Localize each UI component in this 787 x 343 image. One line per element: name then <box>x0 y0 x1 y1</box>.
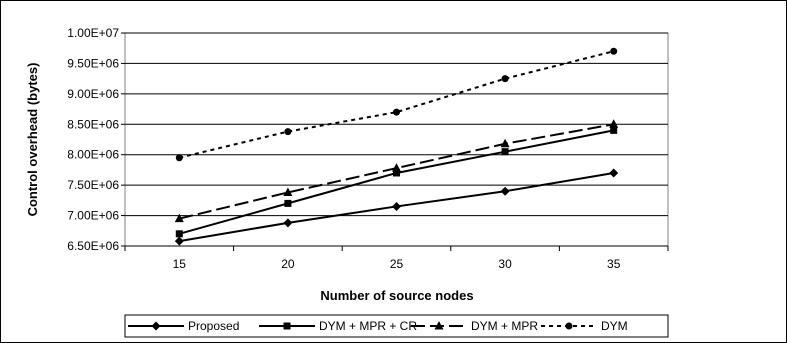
series-group <box>174 47 619 246</box>
y-axis-ticks: 6.50E+06 7.00E+06 7.50E+06 8.00E+06 8.50E+06… <box>67 26 125 253</box>
data-point <box>283 187 293 196</box>
legend-entry: DYM <box>541 319 628 333</box>
legend-marker <box>434 321 444 330</box>
series-dym-mpr-cr <box>175 126 618 238</box>
data-point <box>393 169 400 177</box>
data-point <box>610 47 618 55</box>
plot-area <box>124 32 669 247</box>
legend-label: DYM + MPR <box>471 319 538 333</box>
series-line <box>179 123 614 220</box>
legend-marker <box>283 322 291 330</box>
legend-label: Proposed <box>188 319 239 333</box>
legend-entries: Proposed DYM + MPR + CR DYM + MPR DYM <box>128 319 628 333</box>
data-point <box>174 236 184 246</box>
y-tick-label: 8.00E+06 <box>67 148 119 162</box>
series-line <box>179 50 614 159</box>
y-tick-label: 6.50E+06 <box>67 239 119 253</box>
legend-entry: DYM + MPR + CR <box>259 319 417 333</box>
data-point <box>283 218 293 228</box>
data-point <box>284 199 292 207</box>
y-tick-label: 9.00E+06 <box>67 87 119 101</box>
legend-marker <box>151 321 161 331</box>
data-point <box>500 186 510 196</box>
data-point <box>501 148 509 156</box>
data-point <box>392 201 401 211</box>
legend-label: DYM <box>601 319 628 333</box>
data-point <box>609 168 619 178</box>
data-point <box>284 128 292 136</box>
data-point <box>610 126 618 134</box>
data-point <box>500 138 510 148</box>
x-axis-title: Number of source nodes <box>320 288 473 303</box>
legend-entry: DYM + MPR <box>411 319 538 333</box>
data-point <box>393 108 400 116</box>
legend-label: DYM + MPR + CR <box>319 319 417 333</box>
legend-entry: Proposed <box>128 319 239 333</box>
y-tick-label: 7.50E+06 <box>67 178 119 192</box>
series-dym <box>175 47 618 162</box>
x-tick-label: 25 <box>390 257 404 271</box>
gridlines <box>125 32 668 247</box>
x-tick-label: 20 <box>281 257 295 271</box>
series-dym-mpr <box>174 119 619 223</box>
y-tick-label: 9.50E+06 <box>67 56 119 70</box>
x-tick-label: 35 <box>607 257 621 271</box>
x-tick-label: 30 <box>498 257 512 271</box>
y-tick-label: 1.00E+07 <box>67 26 119 40</box>
legend-marker <box>565 322 573 330</box>
y-tick-label: 7.00E+06 <box>67 209 119 223</box>
data-point <box>609 119 619 128</box>
x-tick-label: 15 <box>173 257 187 271</box>
data-point <box>175 230 183 238</box>
data-point <box>174 213 184 223</box>
data-point <box>501 75 509 83</box>
series-proposed <box>174 168 619 246</box>
legend <box>124 314 669 338</box>
data-point <box>175 154 183 162</box>
x-axis-ticks: 15 20 25 30 35 <box>124 246 669 271</box>
y-tick-label: 8.50E+06 <box>67 117 119 131</box>
y-axis-title: Control overhead (bytes) <box>25 63 40 217</box>
data-point <box>392 163 401 172</box>
